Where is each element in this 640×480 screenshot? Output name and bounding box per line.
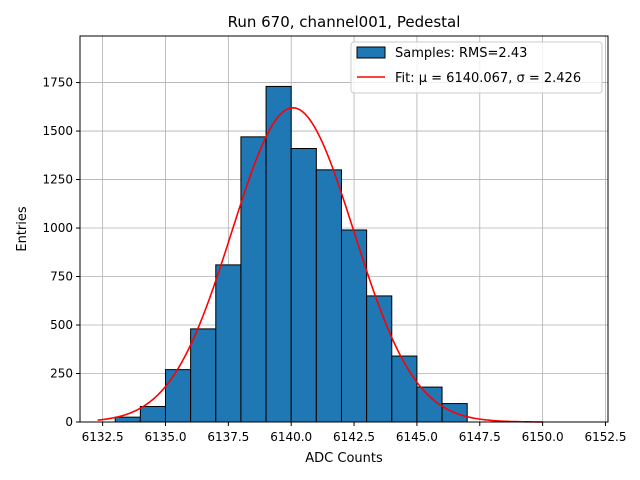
y-tick-label: 1500	[42, 124, 73, 138]
histogram-bar	[265, 85, 292, 423]
x-tick-label: 6142.5	[333, 430, 375, 444]
x-tick-label: 6140.0	[270, 430, 312, 444]
x-tick-label: 6145.0	[396, 430, 438, 444]
y-tick-label: 1750	[42, 76, 73, 90]
y-axis-ticks: 0 250 500 750 1000 1250 1500 1750	[42, 76, 80, 429]
y-axis-label: Entries	[15, 206, 30, 252]
histogram-bar	[366, 295, 393, 423]
x-tick-label: 6137.5	[207, 430, 249, 444]
legend-box	[350, 41, 603, 94]
y-tick-label: 1000	[42, 221, 73, 235]
histogram-bar	[290, 148, 317, 423]
legend-swatch-samples	[356, 46, 386, 59]
histogram-bar	[315, 169, 342, 423]
histogram-bar	[215, 264, 242, 423]
x-tick-label: 6147.5	[459, 430, 501, 444]
histogram-bar	[391, 355, 418, 423]
x-axis-label: ADC Counts	[305, 451, 383, 466]
histogram-bar	[340, 229, 368, 423]
chart-title: Run 670, channel001, Pedestal	[228, 13, 461, 31]
x-tick-label: 6150.0	[522, 430, 564, 444]
histogram-bar	[139, 405, 166, 423]
y-tick-label: 0	[65, 415, 73, 429]
y-tick-label: 750	[50, 270, 73, 284]
histogram-bar	[190, 328, 217, 423]
x-tick-label: 6135.0	[144, 430, 186, 444]
fit-curve	[97, 106, 543, 423]
y-tick-label: 500	[50, 318, 73, 332]
plot-frame	[79, 35, 609, 423]
x-tick-label: 6152.5	[584, 430, 626, 444]
histogram-bar	[164, 369, 192, 423]
histogram-bars	[114, 85, 468, 423]
histogram-bar	[240, 136, 267, 423]
histogram-bar	[114, 416, 141, 423]
legend-label-fit: Fit: μ = 6140.067, σ = 2.426	[395, 71, 581, 86]
y-tick-label: 1250	[42, 173, 73, 187]
x-axis-ticks: 6132.5 6135.0 6137.5 6140.0 6142.5 6145.0 6147…	[82, 422, 626, 444]
x-tick-label: 6132.5	[82, 430, 124, 444]
legend-label-samples: Samples: RMS=2.43	[395, 46, 527, 61]
legend: Samples: RMS=2.43 Fit: μ = 6140.067, σ =…	[350, 41, 603, 94]
y-tick-label: 250	[50, 367, 73, 381]
